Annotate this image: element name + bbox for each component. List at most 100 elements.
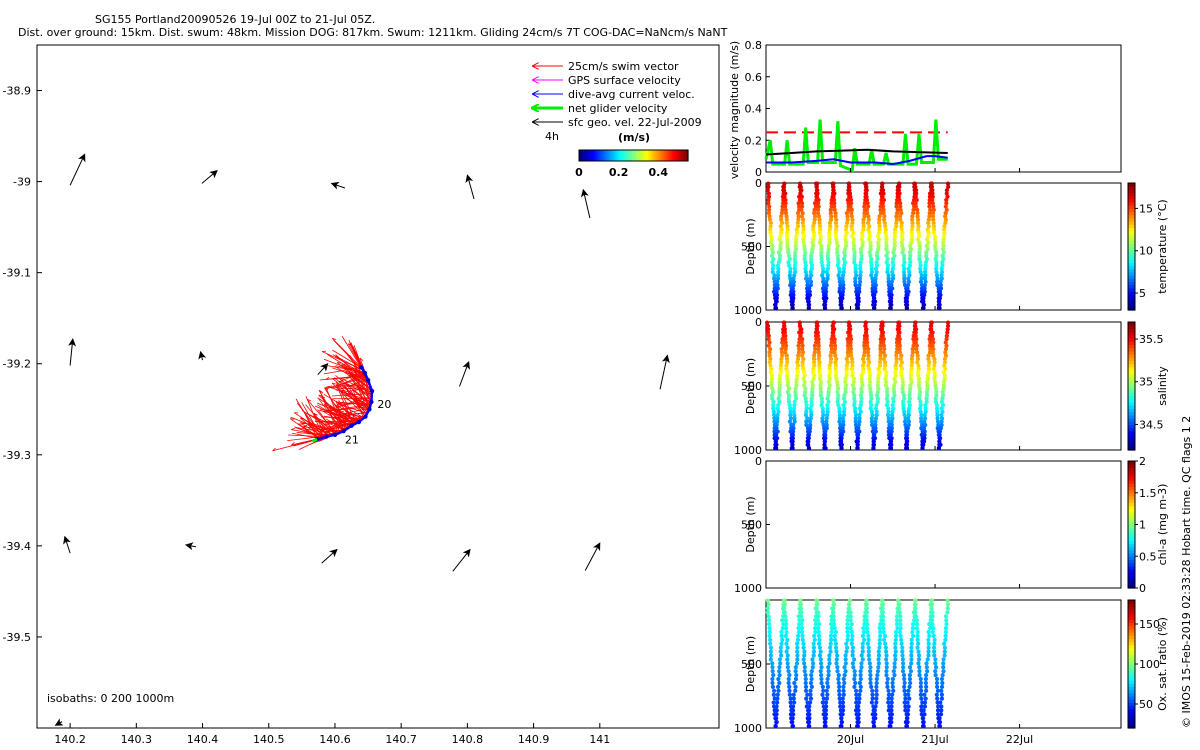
profile-sample — [793, 260, 798, 265]
profile-sample — [936, 422, 941, 428]
profile-sample — [825, 684, 831, 689]
profile-sample — [877, 220, 882, 226]
colorbar-cell — [1128, 334, 1135, 339]
profile-sample — [857, 412, 862, 418]
profile-sample — [840, 708, 846, 713]
profile-sample — [931, 230, 936, 235]
profile-sample — [944, 343, 949, 348]
profile-sample — [857, 289, 862, 294]
profile-sample — [910, 633, 916, 639]
colorbar-tick-label: 100 — [1139, 658, 1160, 671]
profile-sample — [794, 673, 799, 678]
profile-sample — [893, 633, 899, 639]
colorbar-cell — [1128, 641, 1135, 646]
profile-sample — [775, 416, 780, 421]
colorbar-cell — [1128, 208, 1135, 213]
profile-sample — [931, 220, 936, 226]
profile-sample — [909, 649, 914, 654]
profile-sample — [840, 696, 845, 701]
profile-sample — [859, 665, 864, 670]
speed-colorbar-cell — [581, 150, 584, 161]
profile-sample — [833, 230, 838, 235]
profile-sample — [852, 253, 857, 258]
colorbar-cell — [1128, 328, 1135, 333]
profile-sample — [894, 204, 899, 209]
profile-sample — [859, 237, 864, 242]
profile-sample — [864, 614, 869, 619]
profile-sample — [938, 712, 944, 717]
profile-sample — [943, 346, 949, 352]
profile-sample — [869, 684, 874, 689]
profile-sample — [811, 224, 816, 229]
profile-sample — [901, 406, 906, 411]
swim-vector — [338, 373, 366, 386]
profile-sample — [815, 191, 820, 196]
profile-sample — [779, 346, 784, 352]
profile-sample — [833, 641, 839, 646]
track-point — [356, 419, 361, 425]
profile-sample — [899, 233, 905, 239]
profile-sample — [896, 606, 902, 611]
profile-sample — [886, 409, 891, 414]
profile-sample — [884, 240, 889, 245]
profile-sample — [778, 224, 783, 229]
profile-sample — [921, 426, 927, 431]
profile-sample — [927, 214, 932, 219]
profile-sample — [915, 360, 920, 365]
profile-sample — [783, 346, 788, 352]
swim-vector — [325, 374, 366, 380]
profile-sample — [890, 403, 895, 408]
profile-sample — [901, 393, 907, 398]
profile-sample — [900, 376, 905, 381]
profile-sample — [834, 237, 839, 242]
profile-sample — [856, 716, 861, 721]
profile-sample — [819, 665, 824, 670]
swim-vector — [336, 395, 372, 408]
profile-sample — [918, 269, 923, 275]
profile-sample — [910, 629, 915, 635]
profile-sample — [912, 323, 917, 329]
profile-sample — [827, 383, 832, 388]
profile-sample — [918, 680, 924, 686]
profile-sample — [821, 269, 826, 275]
profile-sample — [914, 191, 919, 196]
colorbar-cell — [1128, 249, 1135, 254]
colorbar-cell — [1128, 486, 1135, 491]
profile-sample — [792, 399, 797, 404]
profile-sample — [892, 661, 897, 666]
speed-colorbar-cell — [657, 150, 661, 161]
profile-sample — [821, 412, 826, 418]
profile-sample — [785, 637, 790, 642]
profile-sample — [939, 422, 944, 428]
geostrophic-arrow — [63, 535, 71, 554]
profile-sample — [872, 305, 877, 311]
profile-sample — [778, 366, 783, 371]
profile-sample — [907, 269, 912, 275]
profile-sample — [768, 637, 773, 642]
profile-sample — [928, 346, 933, 352]
profile-sample — [813, 625, 818, 631]
profile-sample — [914, 188, 919, 193]
profile-sample — [772, 412, 777, 418]
profile-sample — [925, 379, 930, 385]
profile-sample — [833, 363, 838, 368]
profile-sample — [903, 692, 908, 697]
profile-sample — [864, 197, 870, 203]
profile-sample — [785, 360, 790, 365]
colorbar-cell — [1128, 373, 1135, 377]
velocity-panel: 00.20.40.60.8 velocity magnitude (m/s) — [728, 39, 1122, 179]
profile-sample — [876, 649, 881, 654]
profile-sample — [857, 429, 862, 434]
profile-sample — [902, 396, 907, 401]
profile-sample — [884, 661, 889, 666]
profile-sample — [877, 637, 882, 642]
profile-sample — [918, 263, 923, 268]
profile-sample — [931, 207, 936, 212]
profile-sample — [825, 276, 830, 281]
profile-sample — [897, 323, 902, 329]
profile-sample — [800, 230, 806, 235]
colorbar-cell — [1128, 692, 1135, 697]
profile-sample — [917, 673, 922, 678]
profile-sample — [866, 633, 871, 639]
profile-sample — [861, 360, 867, 365]
